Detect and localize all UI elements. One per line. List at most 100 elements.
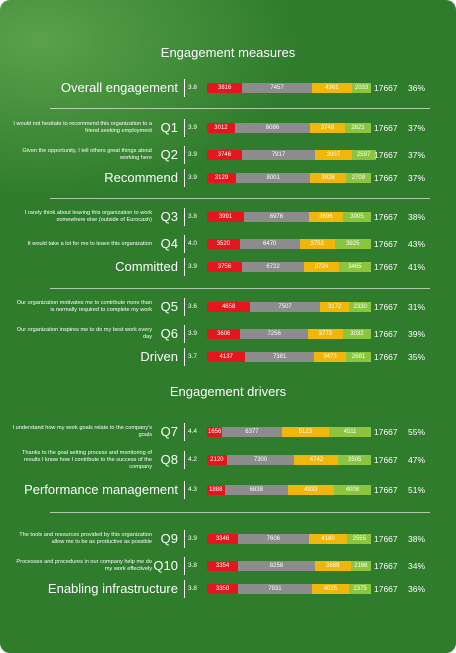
row-label: Enabling infrastructure bbox=[47, 581, 178, 596]
total: 17667 bbox=[374, 83, 398, 93]
question-code: Q8 bbox=[160, 452, 178, 467]
row-label: Overall engagement bbox=[60, 80, 178, 95]
bar-segment: 2555 bbox=[347, 534, 372, 544]
bar-segment: 5123 bbox=[281, 427, 330, 437]
section-title: Engagement drivers bbox=[169, 384, 287, 399]
divider bbox=[184, 423, 185, 441]
bar-segment: 2681 bbox=[346, 352, 372, 362]
question-text: I rarely think about leaving this organi… bbox=[24, 210, 152, 223]
bar-segment: 4025 bbox=[311, 584, 350, 594]
favorable: 47% bbox=[408, 455, 426, 465]
bar-segment: 3746 bbox=[207, 150, 242, 160]
bar-segment: 8001 bbox=[236, 173, 311, 183]
total: 17667 bbox=[374, 352, 398, 362]
score: 3.9 bbox=[188, 330, 198, 337]
total: 17667 bbox=[374, 329, 398, 339]
section-title: Engagement measures bbox=[160, 45, 296, 60]
bar-segment: 2709 bbox=[345, 173, 371, 183]
score: 4.2 bbox=[188, 456, 198, 463]
bar-segment: 6838 bbox=[224, 485, 288, 495]
row-label: Committed bbox=[115, 259, 178, 274]
favorable: 35% bbox=[408, 352, 426, 362]
bar-segment: 3032 bbox=[342, 329, 371, 339]
total: 17667 bbox=[374, 212, 398, 222]
bar-segment: 3354 bbox=[207, 561, 239, 571]
bar-segment: 6722 bbox=[241, 262, 305, 272]
score: 4.0 bbox=[188, 240, 198, 247]
total: 17667 bbox=[374, 173, 398, 183]
divider bbox=[184, 557, 185, 575]
total: 17667 bbox=[374, 302, 398, 312]
divider bbox=[184, 451, 185, 469]
question-text: I would not hesitate to recommend this o… bbox=[13, 121, 152, 134]
question-text: Our organization motivates me to contrib… bbox=[16, 300, 152, 313]
bar-segment: 3505 bbox=[338, 455, 371, 465]
total: 17667 bbox=[374, 150, 398, 160]
score: 3.8 bbox=[188, 213, 198, 220]
bar-segment: 8258 bbox=[238, 561, 315, 571]
bar-segment: 3473 bbox=[313, 352, 347, 362]
total: 17667 bbox=[374, 534, 398, 544]
question-code: Q3 bbox=[160, 209, 178, 224]
bar-segment: 7606 bbox=[238, 534, 309, 544]
bar-segment: 4361 bbox=[311, 83, 353, 93]
divider bbox=[184, 530, 185, 548]
score: 3.9 bbox=[188, 535, 198, 542]
total: 17667 bbox=[374, 239, 398, 249]
bar-segment: 4658 bbox=[207, 302, 251, 312]
score: 4.4 bbox=[188, 428, 198, 435]
bar-segment: 6976 bbox=[244, 212, 309, 222]
divider bbox=[184, 208, 185, 226]
bar-segment: 3696 bbox=[308, 212, 344, 222]
bar-segment: 3773 bbox=[307, 329, 343, 339]
question-code: Q7 bbox=[160, 424, 178, 439]
bar-segment: 4511 bbox=[329, 427, 371, 437]
bar-segment: 7381 bbox=[245, 352, 314, 362]
bar-segment: 3346 bbox=[207, 534, 239, 544]
question-code: Q2 bbox=[160, 147, 178, 162]
bar-segment: 3465 bbox=[338, 262, 371, 272]
total: 17667 bbox=[374, 427, 398, 437]
bar-segment: 4137 bbox=[207, 352, 246, 362]
question-code: Q5 bbox=[160, 299, 178, 314]
favorable: 34% bbox=[408, 561, 426, 571]
divider bbox=[184, 169, 185, 187]
favorable: 37% bbox=[408, 150, 426, 160]
separator bbox=[50, 512, 430, 513]
divider bbox=[184, 258, 185, 276]
bar-segment: 3724 bbox=[304, 262, 339, 272]
separator bbox=[50, 288, 430, 289]
question-text: The tools and resources provided by this… bbox=[19, 532, 152, 545]
bar-segment: 2821 bbox=[344, 123, 371, 133]
bar-segment: 3012 bbox=[207, 123, 235, 133]
divider bbox=[184, 348, 185, 366]
favorable: 51% bbox=[408, 485, 426, 495]
favorable: 43% bbox=[408, 239, 426, 249]
bar-segment: 1656 bbox=[207, 427, 223, 437]
favorable: 38% bbox=[408, 212, 426, 222]
total: 17667 bbox=[374, 123, 398, 133]
total: 17667 bbox=[374, 455, 398, 465]
bar-segment: 7300 bbox=[226, 455, 295, 465]
bar-segment: 4742 bbox=[294, 455, 339, 465]
question-text: I understand how my work goals relate to… bbox=[12, 425, 152, 438]
bar-segment: 4008 bbox=[333, 485, 371, 495]
bar-segment: 7457 bbox=[242, 83, 312, 93]
bar-segment: 3925 bbox=[334, 239, 371, 249]
score: 3.9 bbox=[188, 151, 198, 158]
question-code: Q10 bbox=[153, 558, 178, 573]
favorable: 36% bbox=[408, 83, 426, 93]
bar-segment: 8086 bbox=[234, 123, 310, 133]
row-label: Performance management bbox=[24, 482, 178, 497]
divider bbox=[184, 235, 185, 253]
divider bbox=[184, 481, 185, 499]
total: 17667 bbox=[374, 561, 398, 571]
score: 3.9 bbox=[188, 263, 198, 270]
bar-segment: 3005 bbox=[343, 212, 371, 222]
separator bbox=[50, 108, 430, 109]
question-code: Q4 bbox=[160, 236, 178, 251]
divider bbox=[184, 79, 185, 97]
bar-segment: 2186 bbox=[350, 561, 371, 571]
favorable: 37% bbox=[408, 173, 426, 183]
